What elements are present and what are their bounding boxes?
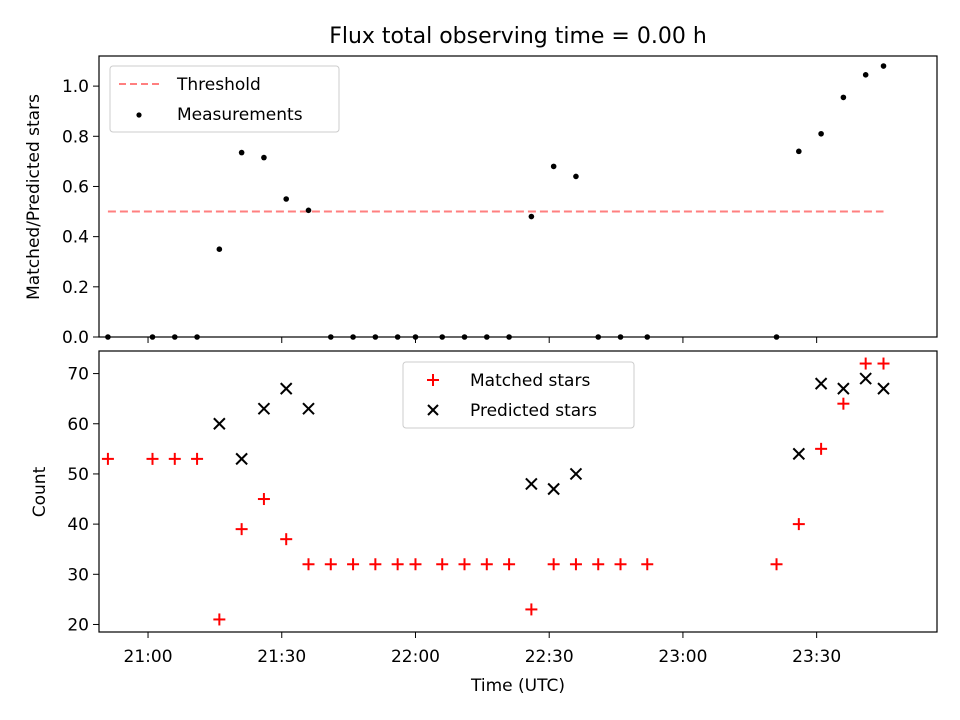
matched-star-point (146, 452, 159, 465)
predicted-legend-label: Predicted stars (470, 401, 597, 421)
matched-star-point (324, 558, 337, 571)
predicted-star-point (235, 452, 248, 466)
matched-star-point (280, 533, 293, 546)
x-axis-label: Time (UTC) (470, 676, 565, 696)
top-y-tick-label: 0.6 (62, 177, 89, 197)
top-legend: Threshold Measurements (109, 65, 340, 133)
measurement-point (840, 94, 847, 101)
matched-star-point (480, 558, 493, 571)
matched-star-point (101, 452, 114, 465)
bottom-y-tick-label: 70 (67, 365, 89, 385)
measurement-point (880, 63, 887, 69)
matched-legend-label: Matched stars (470, 371, 590, 391)
matched-star-point (569, 558, 582, 571)
matched-star-point (614, 558, 627, 571)
matched-star-point (391, 558, 404, 571)
threshold-legend-label: Threshold (176, 75, 261, 95)
measurement-point (528, 213, 535, 220)
matched-star-point (837, 397, 850, 410)
matched-star-point (458, 558, 471, 571)
matched-star-point (877, 357, 890, 370)
matched-star-point (770, 558, 783, 571)
measurement-point (573, 173, 579, 180)
bottom-legend-box (402, 361, 635, 429)
top-y-tick-label: 0.8 (62, 127, 89, 147)
top-ticks: 0.0 0.2 0.4 0.6 0.8 1.0 (62, 77, 818, 348)
bottom-y-tick-label: 60 (67, 415, 89, 435)
bottom-legend: Matched stars Predicted stars (402, 361, 635, 429)
measurement-point (796, 148, 802, 155)
matched-star-point (168, 452, 181, 465)
predicted-star-point (877, 382, 890, 395)
predicted-star-point (547, 482, 560, 496)
predicted-star-point (814, 377, 828, 390)
top-legend-box (109, 65, 340, 133)
x-tick-label: 21:00 (124, 647, 173, 667)
measurement-point (261, 154, 267, 161)
matched-star-point (369, 558, 382, 571)
top-panel: 0.0 0.2 0.4 0.6 0.8 1.0 Matched/Predicted sta… (24, 55, 938, 348)
measurement-point (238, 149, 245, 156)
x-tick-label: 23:00 (658, 647, 707, 667)
top-axes-frame (98, 55, 938, 338)
predicted-star-point (859, 372, 872, 385)
measurements-legend-label: Measurements (177, 105, 303, 125)
matched-star-point (792, 518, 805, 531)
measurement-point (550, 163, 557, 170)
matched-star-point (213, 613, 226, 626)
measurement-point (818, 130, 824, 137)
x-tick-label: 23:30 (792, 647, 841, 667)
matched-star-point (641, 558, 654, 571)
bottom-panel: 20 30 40 50 60 70 21:00 21:30 22:00 22:30 23:00 23:… (30, 350, 938, 696)
matched-star-point (503, 558, 516, 571)
measurement-point (216, 246, 223, 252)
predicted-star-point (280, 382, 293, 395)
top-y-tick-label: 0.2 (62, 278, 89, 298)
predicted-star-point (525, 477, 538, 491)
predicted-legend-swatch (427, 404, 439, 416)
matched-star-point (302, 558, 315, 571)
predicted-star-point (257, 402, 271, 415)
x-tick-label: 21:30 (257, 647, 306, 667)
matched-star-point (409, 558, 422, 571)
measurement-point (862, 72, 869, 78)
x-tick-label: 22:00 (391, 647, 440, 667)
bottom-ticks: 20 30 40 50 60 70 21:00 21:30 22:00 22:30 23:00 23:… (67, 365, 841, 667)
matched-star-point (592, 558, 605, 571)
measurements-legend-swatch (136, 112, 142, 118)
measurement-point (283, 196, 290, 202)
matched-legend-swatch (427, 374, 439, 386)
matched-star-point (257, 493, 270, 506)
matched-star-point (859, 357, 872, 370)
matched-star-point (235, 523, 248, 536)
top-y-tick-label: 1.0 (62, 77, 89, 97)
chart-title: Flux total observing time = 0.00 h (329, 24, 707, 49)
matched-star-point (815, 442, 828, 455)
matched-star-point (547, 558, 560, 571)
top-y-axis-label: Matched/Predicted stars (24, 94, 44, 300)
matched-star-point (525, 603, 538, 616)
x-tick-label: 22:30 (525, 647, 574, 667)
top-y-tick-label: 0.0 (62, 328, 89, 348)
measurement-point (305, 207, 312, 214)
matched-star-point (191, 452, 204, 465)
predicted-star-point (569, 467, 583, 481)
predicted-star-point (213, 417, 226, 430)
bottom-axes-frame (98, 350, 938, 633)
predicted-star-point (837, 382, 850, 395)
predicted-star-point (302, 402, 315, 415)
bottom-y-tick-label: 40 (67, 515, 89, 535)
predicted-star-point (792, 447, 806, 461)
matched-star-point (436, 558, 449, 571)
bottom-y-tick-label: 30 (67, 565, 89, 585)
matched-star-point (347, 558, 360, 571)
bottom-y-tick-label: 50 (67, 465, 89, 485)
top-y-tick-label: 0.4 (62, 228, 89, 248)
bottom-y-tick-label: 20 (67, 615, 89, 635)
bottom-y-axis-label: Count (30, 466, 50, 517)
bottom-series (101, 357, 890, 626)
